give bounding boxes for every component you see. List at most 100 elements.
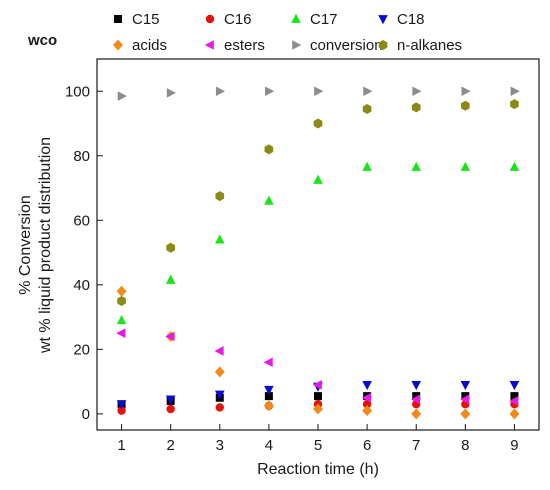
point-conversion bbox=[412, 86, 422, 97]
legend: C15 C16 C17 C18 acids esters conversion n-alkan… bbox=[113, 11, 462, 54]
point-n-alkanes bbox=[461, 100, 470, 111]
point-C17 bbox=[264, 195, 274, 205]
point-C17 bbox=[165, 274, 176, 284]
point-n-alkanes bbox=[117, 295, 126, 306]
y-tick-label: 100 bbox=[65, 83, 90, 100]
legend-label-n-alkanes: n-alkanes bbox=[397, 37, 462, 54]
panel-label: wco bbox=[27, 32, 57, 49]
y-tick-label: 0 bbox=[82, 406, 90, 423]
point-esters bbox=[116, 328, 126, 339]
series-conversion bbox=[117, 86, 520, 101]
point-C17 bbox=[313, 174, 323, 184]
point-C16 bbox=[117, 406, 126, 415]
plot-frame bbox=[96, 58, 540, 431]
point-esters bbox=[361, 392, 371, 403]
point-acids bbox=[460, 408, 471, 420]
point-n-alkanes bbox=[510, 99, 519, 110]
point-C18 bbox=[362, 380, 372, 391]
point-acids bbox=[214, 366, 225, 378]
point-C16 bbox=[215, 403, 224, 412]
point-C16 bbox=[166, 404, 175, 414]
point-acids bbox=[362, 405, 373, 417]
series-C17 bbox=[116, 161, 520, 325]
point-conversion bbox=[461, 86, 471, 97]
point-n-alkanes bbox=[215, 191, 225, 202]
point-conversion bbox=[166, 88, 176, 98]
point-conversion bbox=[265, 86, 275, 97]
point-esters bbox=[263, 357, 273, 368]
legend-label-esters: esters bbox=[224, 37, 265, 54]
point-esters bbox=[460, 394, 470, 405]
point-C15 bbox=[412, 392, 421, 401]
point-C18 bbox=[460, 380, 471, 391]
point-acids bbox=[263, 400, 274, 412]
legend-marker-conversion bbox=[292, 40, 302, 50]
series-n-alkanes bbox=[117, 99, 519, 306]
x-tick-label: 4 bbox=[265, 437, 273, 454]
x-tick-label: 2 bbox=[166, 437, 174, 454]
marks-layer bbox=[116, 86, 520, 420]
y-axis-title-line1: % Conversion bbox=[17, 195, 34, 295]
point-conversion bbox=[215, 86, 226, 97]
point-C16 bbox=[362, 399, 372, 409]
point-conversion bbox=[117, 91, 127, 101]
legend-label-acids: acids bbox=[132, 37, 167, 54]
legend-marker-C16 bbox=[205, 14, 215, 24]
x-tick-label: 8 bbox=[461, 437, 469, 454]
legend-marker-C15 bbox=[114, 15, 122, 23]
legend-marker-C18 bbox=[378, 15, 388, 25]
point-C18 bbox=[116, 400, 127, 410]
point-esters bbox=[312, 380, 322, 390]
point-n-alkanes bbox=[411, 102, 421, 113]
x-tick-label: 5 bbox=[314, 437, 322, 454]
legend-marker-acids bbox=[113, 39, 123, 51]
y-tick-label: 20 bbox=[73, 341, 90, 358]
point-C17 bbox=[509, 161, 520, 171]
legend-label-C18: C18 bbox=[397, 11, 425, 28]
x-tick-label: 3 bbox=[216, 437, 224, 454]
point-acids bbox=[313, 403, 323, 415]
point-esters bbox=[214, 346, 224, 356]
x-tick-label: 1 bbox=[117, 437, 125, 454]
legend-label-C17: C17 bbox=[310, 11, 338, 28]
point-C18 bbox=[214, 390, 225, 400]
x-axis-title: Reaction time (h) bbox=[257, 461, 379, 478]
point-acids bbox=[116, 285, 127, 297]
point-acids bbox=[509, 408, 520, 420]
point-conversion bbox=[363, 86, 373, 97]
point-esters bbox=[410, 394, 421, 405]
point-C18 bbox=[411, 380, 422, 391]
point-esters bbox=[165, 331, 175, 342]
point-n-alkanes bbox=[313, 118, 323, 129]
legend-marker-C17 bbox=[291, 13, 301, 23]
point-n-alkanes bbox=[166, 242, 175, 253]
point-C15 bbox=[314, 392, 322, 401]
point-C15 bbox=[264, 392, 273, 401]
x-tick-label: 7 bbox=[412, 437, 420, 454]
y-tick-label: 80 bbox=[73, 148, 90, 165]
y-tick-label: 40 bbox=[73, 277, 90, 294]
point-C17 bbox=[116, 315, 127, 325]
point-C17 bbox=[362, 161, 372, 171]
ticks-layer: 1 2 3 4 5 6 7 8 9 0 20 40 60 80 100 bbox=[65, 83, 519, 454]
y-axis-title-line2: wt % liquid product distribution bbox=[37, 137, 54, 354]
point-C18 bbox=[509, 380, 520, 391]
legend-label-C15: C15 bbox=[132, 11, 160, 28]
point-conversion bbox=[510, 86, 520, 97]
legend-marker-esters bbox=[204, 40, 214, 50]
x-tick-label: 9 bbox=[510, 437, 518, 454]
point-n-alkanes bbox=[264, 144, 274, 155]
legend-label-C16: C16 bbox=[224, 11, 252, 28]
series-esters bbox=[116, 328, 519, 406]
point-n-alkanes bbox=[362, 104, 372, 115]
x-tick-label: 6 bbox=[363, 437, 371, 454]
point-C15 bbox=[510, 392, 519, 401]
point-acids bbox=[411, 408, 422, 420]
point-esters bbox=[509, 396, 519, 406]
point-C18 bbox=[165, 395, 176, 405]
y-tick-label: 60 bbox=[73, 212, 90, 229]
point-C17 bbox=[460, 161, 471, 171]
point-conversion bbox=[314, 86, 324, 97]
